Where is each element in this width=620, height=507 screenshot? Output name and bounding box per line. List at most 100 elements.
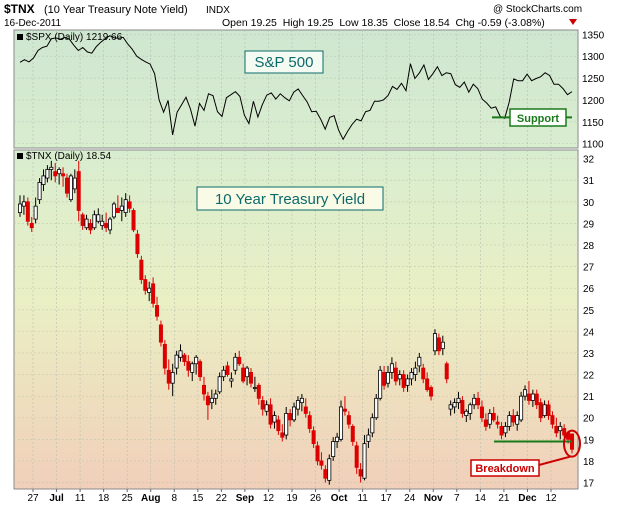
candle-body — [194, 356, 199, 365]
candle-body — [241, 367, 246, 382]
candle-body — [25, 201, 30, 222]
candle-body — [123, 199, 128, 214]
candle-body — [108, 218, 113, 231]
candle-body — [499, 425, 504, 436]
candle-body — [385, 372, 390, 384]
candle-body — [256, 384, 261, 399]
candle-body — [558, 425, 563, 432]
candle-body — [495, 421, 500, 425]
candle-body — [354, 445, 359, 468]
spx-legend-swatch — [17, 34, 23, 40]
candle-body — [80, 214, 85, 226]
breakdown-pointer — [538, 455, 571, 466]
x-tick-label: Nov — [424, 493, 443, 504]
x-tick-label: 27 — [27, 493, 39, 504]
spx-y-axis: 1100 1150 1200 1250 1300 1350 — [582, 30, 605, 150]
x-tick-label: 8 — [171, 493, 177, 504]
candle-body — [440, 341, 445, 350]
spx-panel — [13, 29, 579, 149]
candle-body — [335, 436, 340, 442]
candle-body — [468, 404, 473, 414]
candle-body — [429, 387, 434, 397]
candle-body — [49, 166, 54, 170]
x-tick-label: 11 — [357, 493, 368, 504]
candle-body — [104, 223, 109, 229]
candle-body — [299, 397, 304, 404]
x-tick-label: Dec — [518, 493, 537, 504]
x-tick-label: Sep — [236, 493, 254, 504]
support-label-box — [509, 108, 567, 127]
candle-body — [209, 397, 214, 404]
candle-body — [534, 393, 539, 406]
candle-body — [17, 203, 22, 214]
x-tick-label: 18 — [98, 493, 110, 504]
candle-body — [229, 378, 234, 382]
candle-body — [327, 458, 332, 481]
candle-body — [127, 201, 132, 209]
candle-body — [546, 404, 551, 416]
candle-body — [409, 372, 414, 380]
candle-body — [29, 223, 34, 229]
candle-body — [523, 389, 528, 397]
candle-body — [221, 369, 226, 378]
candle-body — [542, 404, 547, 416]
candle-body — [350, 425, 355, 442]
candle-body — [421, 367, 426, 380]
candle-body — [307, 415, 312, 429]
candle-body — [284, 413, 289, 436]
breakdown-circle — [563, 429, 581, 458]
candle-body — [519, 395, 524, 421]
breakdown-label: Breakdown — [475, 463, 535, 475]
candle-body — [205, 395, 210, 406]
x-tick-label: 25 — [122, 493, 134, 504]
candle-body — [260, 400, 265, 410]
candle-body — [464, 410, 469, 416]
tnx-annotation-box — [196, 186, 384, 211]
tnx-y-tick-label: 23 — [583, 349, 595, 360]
tnx-y-tick-label: 28 — [583, 241, 595, 252]
x-tick-label: Aug — [141, 493, 160, 504]
candle-body — [21, 201, 26, 207]
candle-body — [76, 171, 81, 211]
candle-body — [143, 279, 148, 291]
x-tick-label: 19 — [286, 493, 298, 504]
candle-body — [64, 177, 69, 194]
candle-body — [393, 367, 398, 382]
candle-body — [264, 404, 269, 412]
candle-body — [45, 169, 50, 179]
candle-body — [472, 397, 477, 406]
candle-body — [33, 205, 38, 220]
candle-body — [174, 354, 179, 369]
candle-body — [135, 233, 140, 255]
tnx-y-tick-label: 19 — [583, 435, 595, 446]
spx-y-tick-label: 1100 — [582, 140, 604, 151]
candle-body — [315, 445, 320, 462]
candle-body — [526, 393, 531, 401]
candle-body — [538, 402, 543, 419]
candle-body — [68, 175, 73, 201]
x-tick-label: 21 — [498, 493, 510, 504]
tnx-y-tick-label: 24 — [583, 327, 595, 338]
candle-body — [378, 369, 383, 399]
candle-body — [405, 378, 410, 386]
x-tick-label: 17 — [381, 493, 393, 504]
candle-body — [72, 177, 77, 190]
candle-body — [339, 406, 344, 440]
candle-body — [370, 417, 375, 434]
candle-body — [460, 400, 465, 414]
tnx-y-tick-label: 27 — [583, 263, 595, 274]
candle-body — [53, 171, 58, 177]
candle-body — [323, 469, 328, 479]
x-tick-label: 24 — [404, 493, 416, 504]
candle-body — [155, 305, 160, 317]
candle-body — [515, 415, 520, 425]
candle-body — [237, 356, 242, 365]
candle-body — [178, 350, 183, 358]
candle-body — [382, 372, 387, 386]
tnx-y-tick-label: 32 — [583, 155, 595, 166]
candle-body — [248, 372, 253, 384]
candle-body — [268, 404, 273, 425]
candle-body — [303, 406, 308, 414]
candle-body — [456, 397, 461, 404]
tnx-y-tick-label: 31 — [583, 176, 595, 187]
